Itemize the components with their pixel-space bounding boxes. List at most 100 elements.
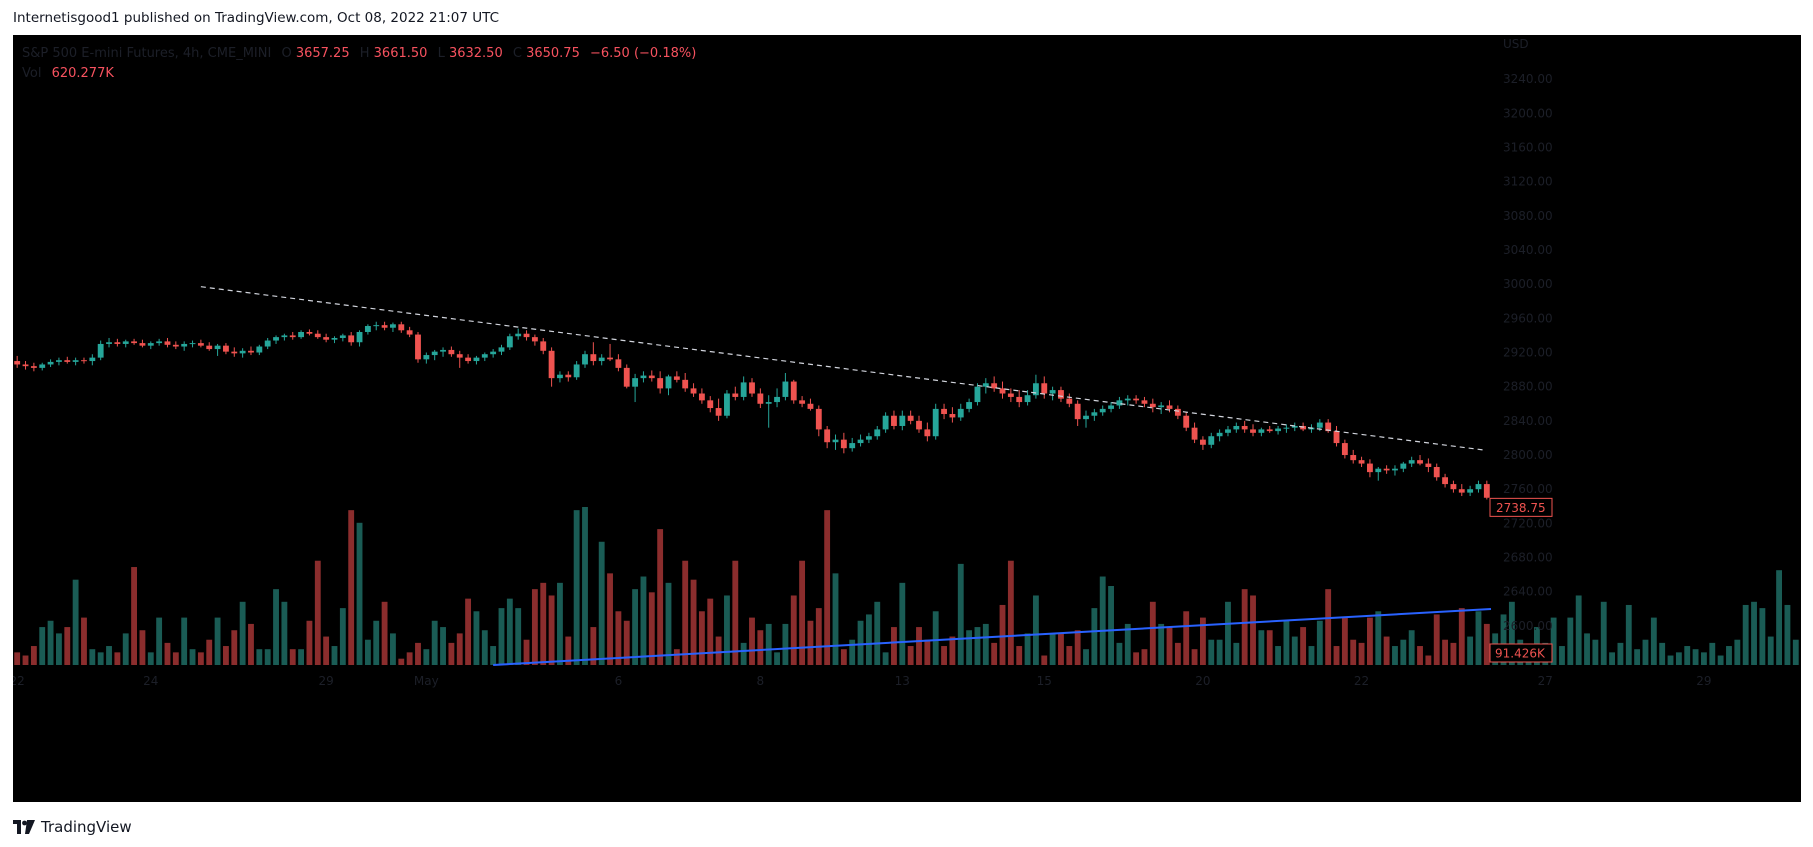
candle-body — [390, 324, 396, 328]
candle-body — [89, 357, 96, 362]
volume-bar — [1692, 649, 1699, 665]
candle-body — [665, 376, 672, 389]
candle-body — [1116, 400, 1123, 406]
candle-body — [1199, 439, 1206, 445]
candle-body — [807, 403, 814, 409]
candle-body — [431, 351, 438, 356]
volume-bar — [1283, 620, 1290, 665]
volume-bar — [56, 633, 62, 665]
candle-body — [966, 402, 973, 409]
volume-bar — [1584, 633, 1590, 665]
volume-bar — [1600, 601, 1607, 665]
volume-bar — [1333, 646, 1340, 665]
candle-body — [1383, 468, 1390, 471]
candle-body — [1400, 463, 1407, 469]
candle-body — [156, 341, 163, 344]
legend-high-label: H — [359, 46, 370, 61]
volume-bar — [657, 529, 664, 665]
volume-bar — [281, 601, 288, 665]
volume-bar — [1550, 617, 1557, 665]
volume-bar — [982, 623, 989, 665]
candle-body — [590, 354, 597, 362]
chart-frame[interactable]: 3240.00 3200.00 3160.00 3120.00 3080.00 3040.… — [13, 35, 1801, 802]
price-tick-label: 2760.00 — [1503, 482, 1553, 496]
volume-bar — [289, 649, 296, 665]
legend-volume-label: Vol — [22, 66, 42, 81]
volume-bar — [1642, 639, 1649, 665]
tradingview-logo-text: TradingView — [41, 818, 132, 836]
candle-body — [582, 354, 588, 365]
volume-bar — [673, 649, 680, 665]
candle-body — [398, 324, 405, 331]
candle-body — [1174, 408, 1181, 416]
legend-symbol[interactable]: S&P 500 E-mini Futures, 4h, CME_MINI — [22, 46, 272, 61]
price-tick-label: 3240.00 — [1503, 72, 1553, 86]
volume-bar — [1300, 627, 1307, 665]
candle-body — [598, 357, 605, 362]
candle-body — [707, 400, 714, 409]
volume-bar — [1091, 608, 1098, 665]
volume-bar — [840, 649, 847, 665]
candle-body — [72, 360, 79, 362]
candle-body — [632, 378, 639, 387]
price-tick-label: 3080.00 — [1503, 209, 1553, 223]
volume-bar — [832, 573, 839, 665]
candle-body — [648, 375, 655, 379]
candle-body — [682, 379, 689, 389]
volume-bar — [1659, 642, 1666, 665]
price-tick-label: 2920.00 — [1503, 346, 1553, 360]
candle-body — [924, 429, 931, 437]
volume-bar — [356, 522, 363, 665]
volume-bar — [1108, 586, 1114, 665]
x-tick-label: 15 — [1037, 674, 1052, 688]
candle-body — [423, 355, 430, 360]
price-tick-label: 2680.00 — [1503, 551, 1553, 565]
x-tick-label: 13 — [895, 674, 910, 688]
candle-body — [974, 386, 981, 403]
volume-bar — [824, 510, 831, 665]
candle-body — [1375, 468, 1382, 473]
volume-bar — [740, 642, 747, 665]
volume-value-tag — [1489, 643, 1553, 663]
volume-bar — [22, 655, 29, 665]
volume-bar — [1500, 614, 1507, 665]
volume-bar — [949, 636, 956, 665]
volume-bar — [1258, 630, 1265, 665]
candle-body — [273, 337, 279, 341]
volume-bar — [164, 642, 171, 665]
candle-body — [448, 349, 455, 355]
candle-body — [1191, 427, 1198, 440]
volume-bar — [1709, 642, 1716, 665]
candle-body — [615, 359, 622, 368]
volume-bar — [815, 608, 822, 665]
volume-bar — [1717, 655, 1724, 665]
candle-body — [865, 436, 872, 440]
volume-bar — [1066, 646, 1073, 665]
candle-body — [1366, 463, 1373, 473]
candle-body — [490, 351, 497, 355]
candle-body — [557, 374, 563, 379]
volume-bar — [1074, 630, 1081, 665]
volume-bar — [1341, 617, 1348, 665]
candle-body — [1183, 415, 1190, 428]
volume-bar — [1684, 646, 1691, 665]
candle-body — [1291, 425, 1298, 428]
volume-bar — [1266, 630, 1273, 665]
candle-body — [473, 357, 480, 362]
candle-body — [949, 414, 956, 418]
candle-body — [373, 325, 380, 327]
legend-change: −6.50 (−0.18%) — [589, 46, 697, 61]
volume-bar — [1792, 639, 1799, 665]
volume-bar — [698, 611, 705, 665]
volume-bar — [857, 620, 864, 665]
candle-body — [765, 402, 772, 404]
candle-body — [281, 335, 288, 338]
chart-canvas[interactable]: 3240.00 3200.00 3160.00 3120.00 3080.00 3040.… — [13, 35, 1801, 802]
legend-open-value: 3657.25 — [295, 46, 350, 61]
tradingview-logo[interactable]: TradingView — [13, 818, 132, 836]
volume-bar — [1625, 604, 1632, 665]
legend-volume-value: 620.277K — [51, 66, 114, 81]
candle-body — [1241, 425, 1248, 430]
volume-bar — [106, 646, 112, 665]
candle-body — [214, 345, 221, 350]
